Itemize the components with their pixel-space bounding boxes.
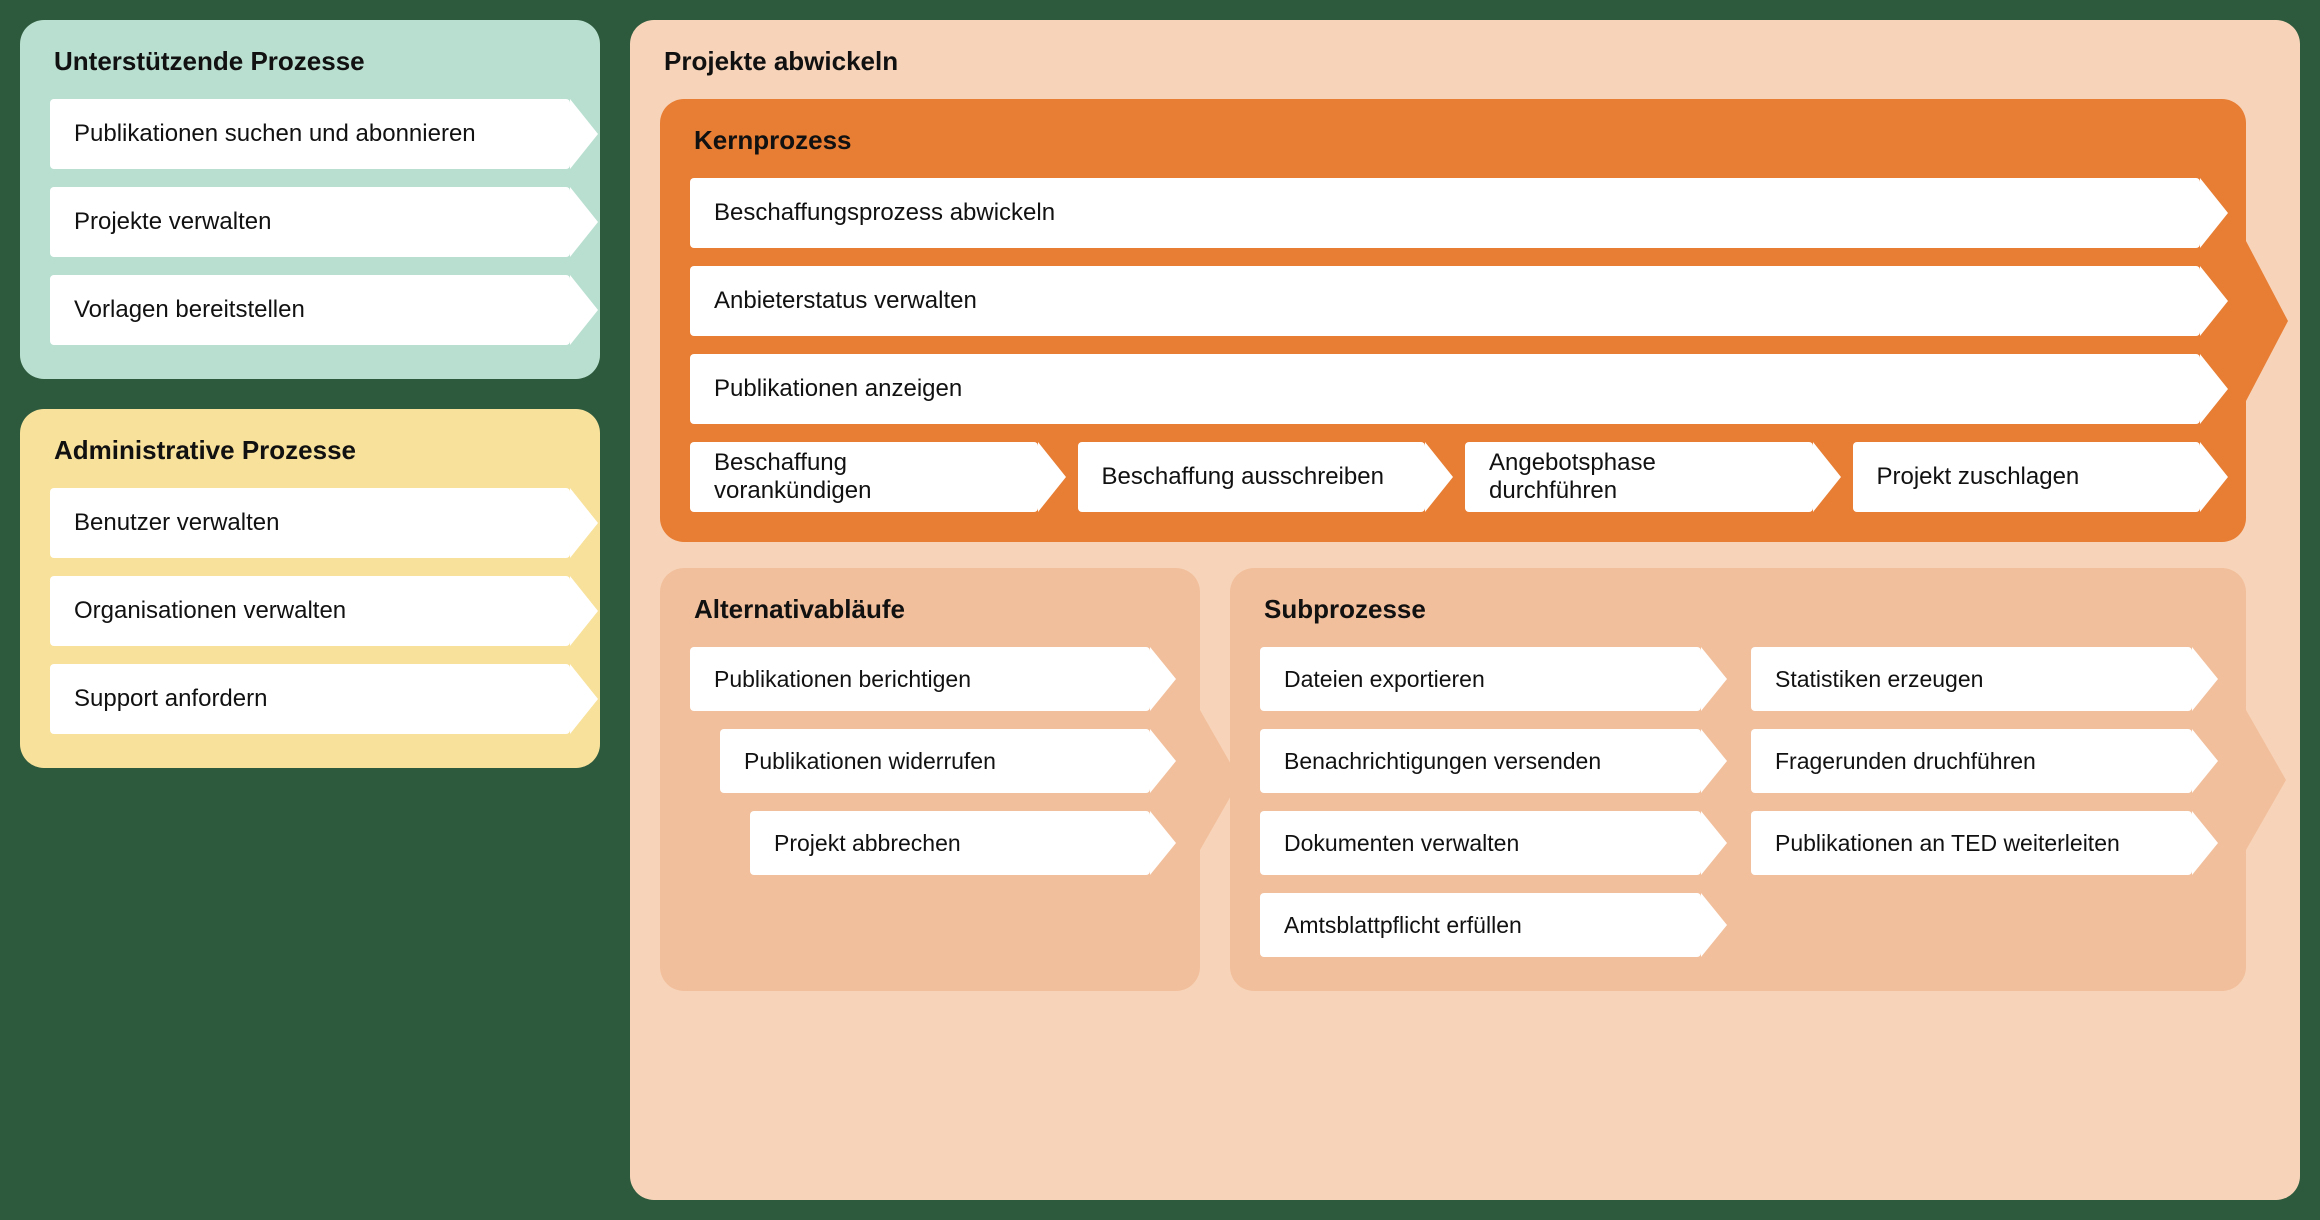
sub-grid: Dateien exportieren Statistiken erzeugen… xyxy=(1260,647,2192,957)
admin-panel: Administrative Prozesse Benutzer verwalt… xyxy=(20,409,600,768)
admin-list: Benutzer verwalten Organisationen verwal… xyxy=(50,488,570,734)
left-column: Unterstützende Prozesse Publikationen su… xyxy=(20,20,600,1200)
process-chip: Projekt abbrechen xyxy=(750,811,1150,875)
admin-title: Administrative Prozesse xyxy=(54,435,570,466)
process-chip: Statistiken erzeugen xyxy=(1751,647,2192,711)
process-chip: Anbieterstatus verwalten xyxy=(690,266,2200,336)
process-chip: Amtsblattpflicht erfüllen xyxy=(1260,893,1701,957)
process-chip: Beschaffung vorankündigen xyxy=(690,442,1038,512)
alt-list: Publikationen berichtigen Publikationen … xyxy=(690,647,1150,875)
process-chip: Projekte verwalten xyxy=(50,187,570,257)
process-chip: Projekt zuschlagen xyxy=(1853,442,2201,512)
process-chip: Beschaffungsprozess abwickeln xyxy=(690,178,2200,248)
alt-title: Alternativabläufe xyxy=(694,594,1150,625)
process-chip: Vorlagen bereitstellen xyxy=(50,275,570,345)
kern-title: Kernprozess xyxy=(694,125,2200,156)
process-chip: Benachrichtigungen versenden xyxy=(1260,729,1701,793)
process-chip: Benutzer verwalten xyxy=(50,488,570,558)
kernprozess-panel: Kernprozess Beschaffungsprozess abwickel… xyxy=(660,99,2246,542)
process-chip: Beschaffung ausschreiben xyxy=(1078,442,1426,512)
process-chip: Angebotsphase durchführen xyxy=(1465,442,1813,512)
diagram-root: Unterstützende Prozesse Publikationen su… xyxy=(20,20,2300,1200)
right-column: Projekte abwickeln Kernprozess Beschaffu… xyxy=(630,20,2300,1200)
process-chip: Dateien exportieren xyxy=(1260,647,1701,711)
process-chip: Publikationen berichtigen xyxy=(690,647,1150,711)
kern-row-4: Beschaffung vorankündigen Beschaffung au… xyxy=(690,442,2200,512)
sub-title: Subprozesse xyxy=(1264,594,2192,625)
support-panel: Unterstützende Prozesse Publikationen su… xyxy=(20,20,600,379)
alternatives-panel: Alternativabläufe Publikationen berichti… xyxy=(660,568,1200,991)
lower-row: Alternativabläufe Publikationen berichti… xyxy=(660,568,2246,991)
subprocesses-panel: Subprozesse Dateien exportieren Statisti… xyxy=(1230,568,2246,991)
support-title: Unterstützende Prozesse xyxy=(54,46,570,77)
process-chip: Publikationen an TED weiterleiten xyxy=(1751,811,2192,875)
projects-title: Projekte abwickeln xyxy=(664,46,2246,77)
process-chip: Publikationen suchen und abonnieren xyxy=(50,99,570,169)
process-chip: Fragerunden druchführen xyxy=(1751,729,2192,793)
process-chip: Organisationen verwalten xyxy=(50,576,570,646)
process-chip: Publikationen widerrufen xyxy=(720,729,1150,793)
process-chip: Support anfordern xyxy=(50,664,570,734)
projects-panel: Projekte abwickeln Kernprozess Beschaffu… xyxy=(630,20,2300,1200)
process-chip: Publikationen anzeigen xyxy=(690,354,2200,424)
support-list: Publikationen suchen und abonnieren Proj… xyxy=(50,99,570,345)
kern-rows: Beschaffungsprozess abwickeln Anbieterst… xyxy=(690,178,2200,512)
process-chip: Dokumenten verwalten xyxy=(1260,811,1701,875)
